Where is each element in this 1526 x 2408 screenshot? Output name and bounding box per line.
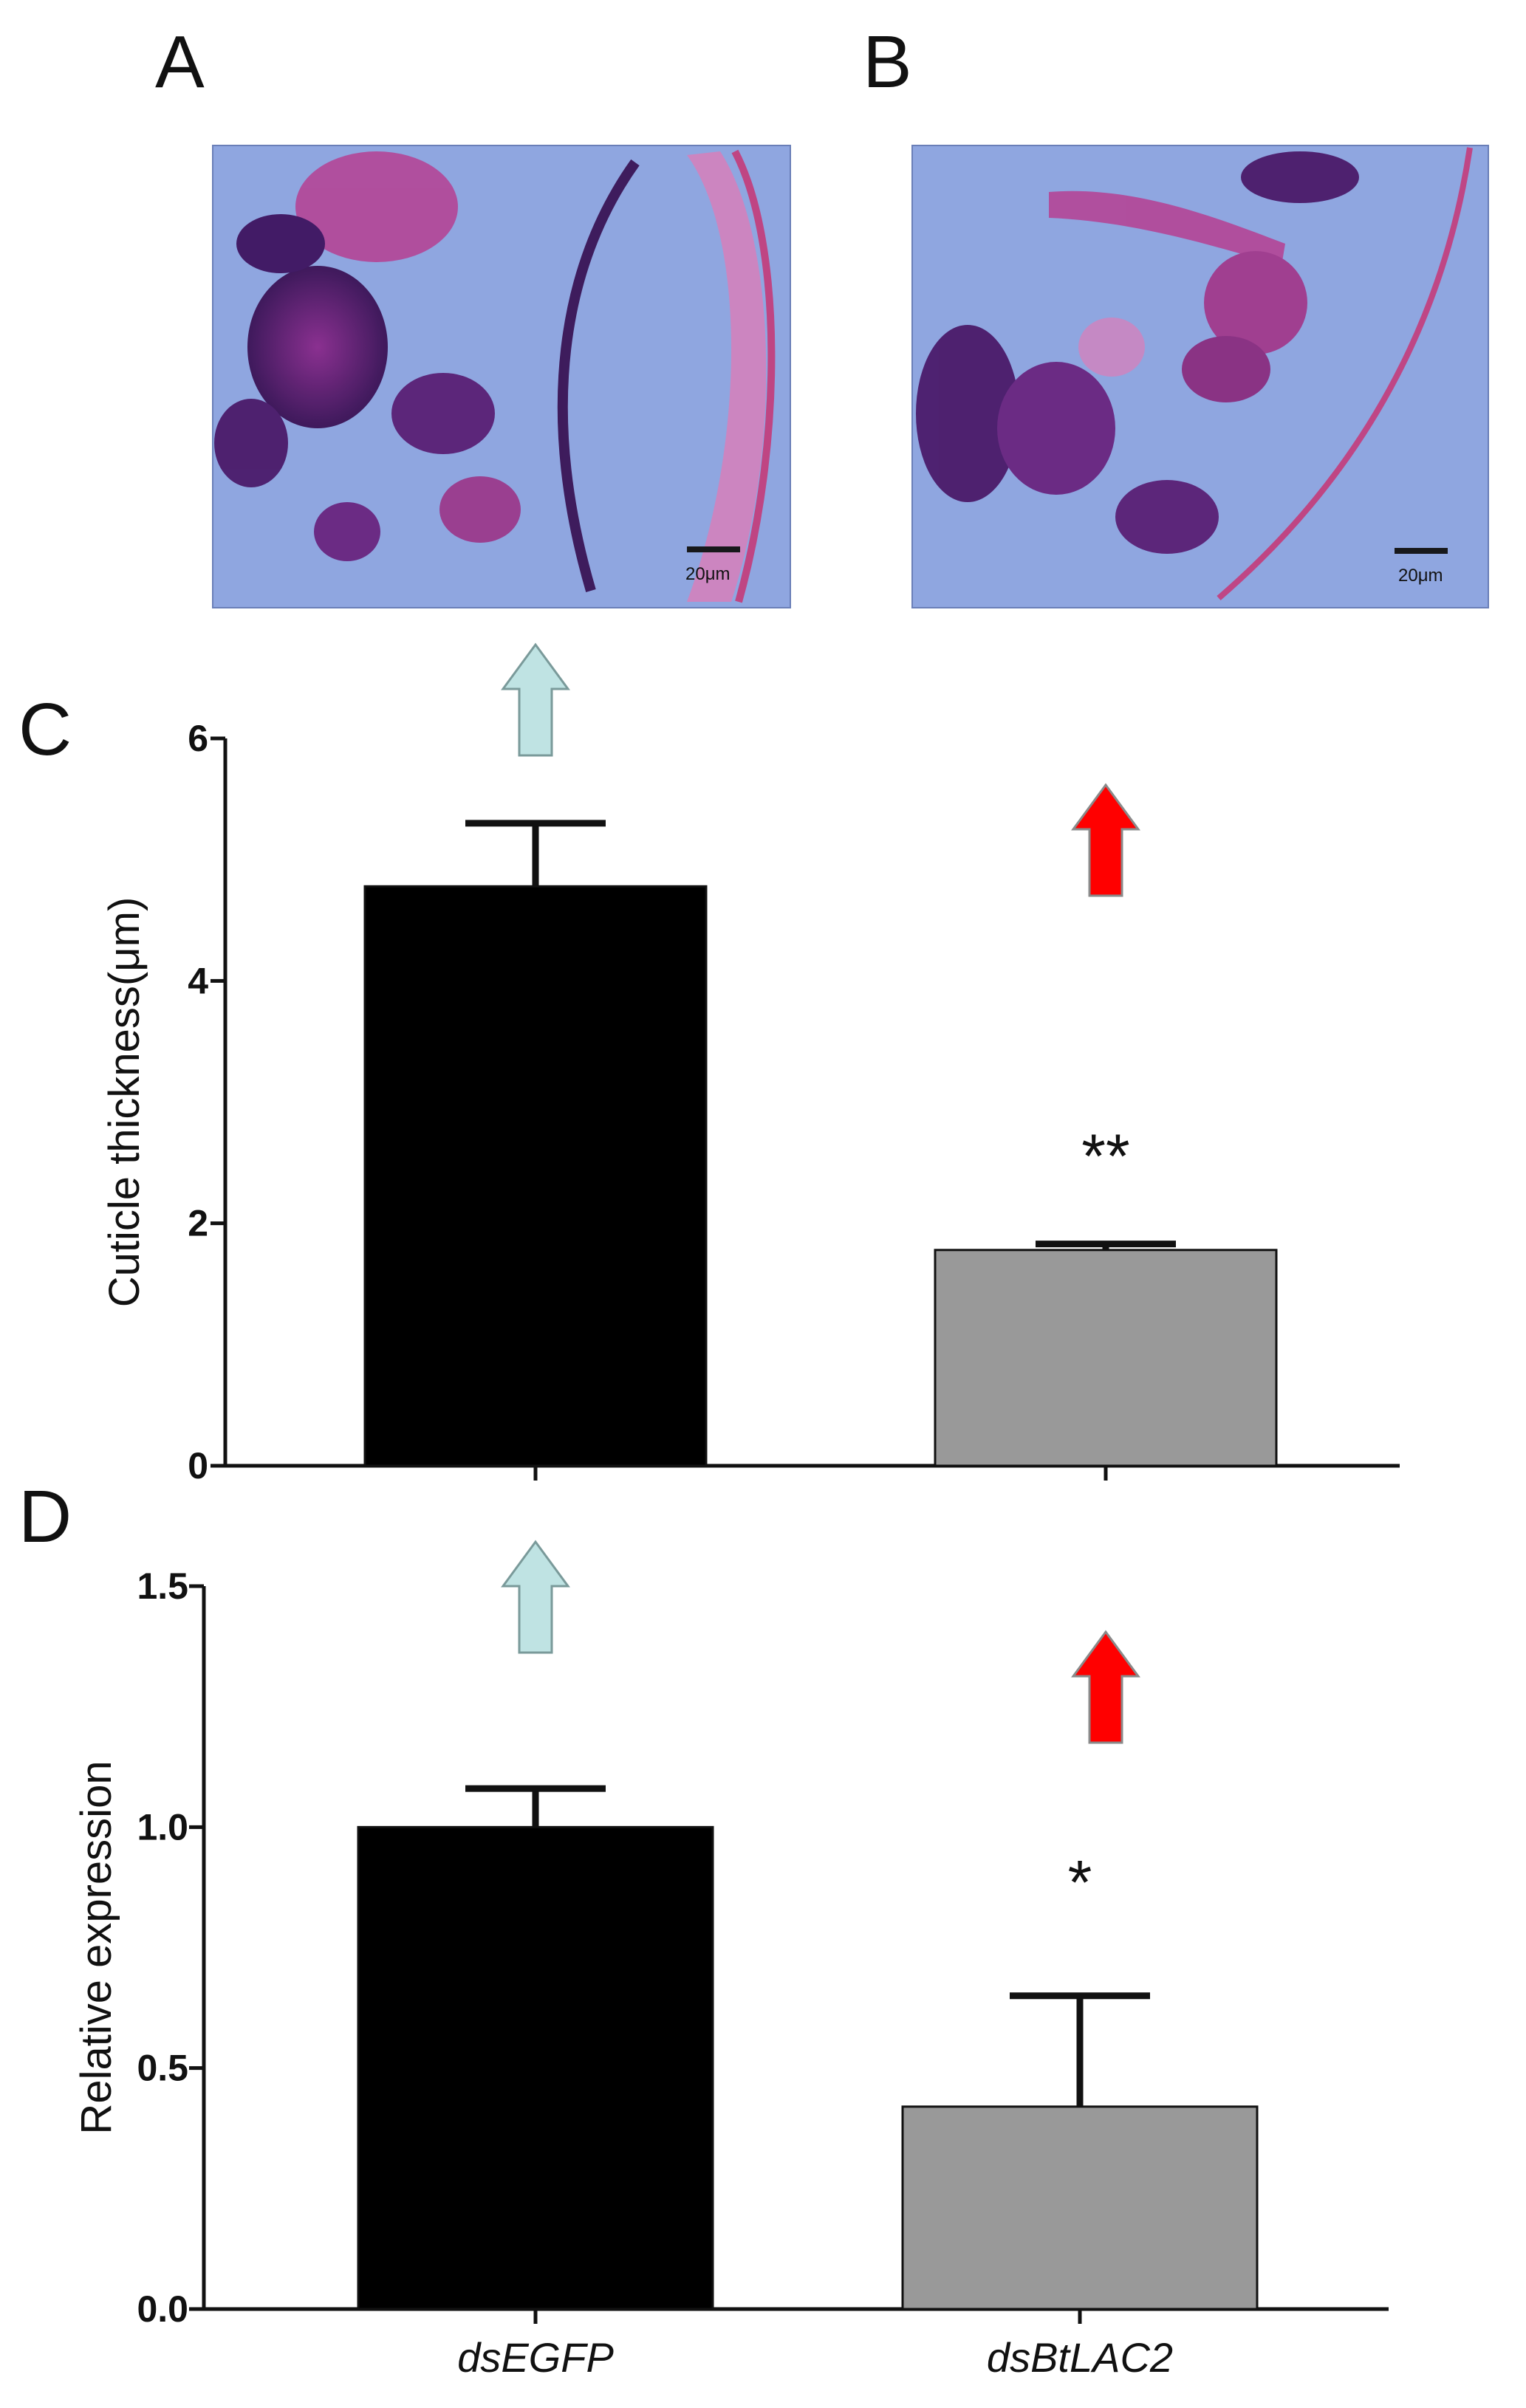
micrograph-a-tissue [214,149,776,603]
bar-dsBtLAC2 [901,2105,1259,2311]
y-tick-label: 1.5 [137,1565,188,1607]
bar-dsBtLAC2 [934,1249,1278,1467]
micrograph-b: 20μm [911,145,1489,608]
y-tick-label: 1.0 [137,1806,188,1848]
panel-label-a: A [155,21,205,103]
chart-d: 0.0 0.5 1.0 1.5 Relative expression dsEGFP * ds… [72,1540,1389,2381]
significance-marker: ** [1081,1122,1129,1191]
scale-bar-label-a: 20μm [685,564,731,584]
y-tick-label: 0 [188,1445,208,1486]
panel-label-b: B [863,21,912,103]
bar-dsEGFP [357,1825,714,2311]
x-category-label: dsEGFP [457,2334,614,2381]
up-arrow-red-icon [1071,1630,1140,1744]
y-tick-label: 6 [188,718,208,759]
y-tick-label: 0.0 [137,2288,188,2330]
y-axis-title: Relative expression [72,1760,120,2134]
significance-marker: * [1068,1848,1092,1917]
up-arrow-red-icon [1071,783,1140,897]
micrograph-b-tissue [916,147,1473,601]
up-arrow-light-icon [501,642,570,757]
chart-c: 0 2 4 6 Cuticle thickness(μm) ** [100,642,1400,1486]
panel-label-c: C [18,688,72,771]
panel-label-d: D [18,1475,72,1558]
micrograph-a: 20μm [212,145,791,608]
y-axis-title: Cuticle thickness(μm) [100,897,148,1308]
y-tick-label: 4 [188,960,208,1001]
scale-bar-label-b: 20μm [1398,566,1443,586]
y-tick-label: 0.5 [137,2048,188,2089]
y-tick-label: 2 [188,1203,208,1244]
up-arrow-light-icon [501,1540,570,1654]
x-category-label: dsBtLAC2 [987,2334,1173,2381]
bar-dsEGFP [363,885,708,1467]
